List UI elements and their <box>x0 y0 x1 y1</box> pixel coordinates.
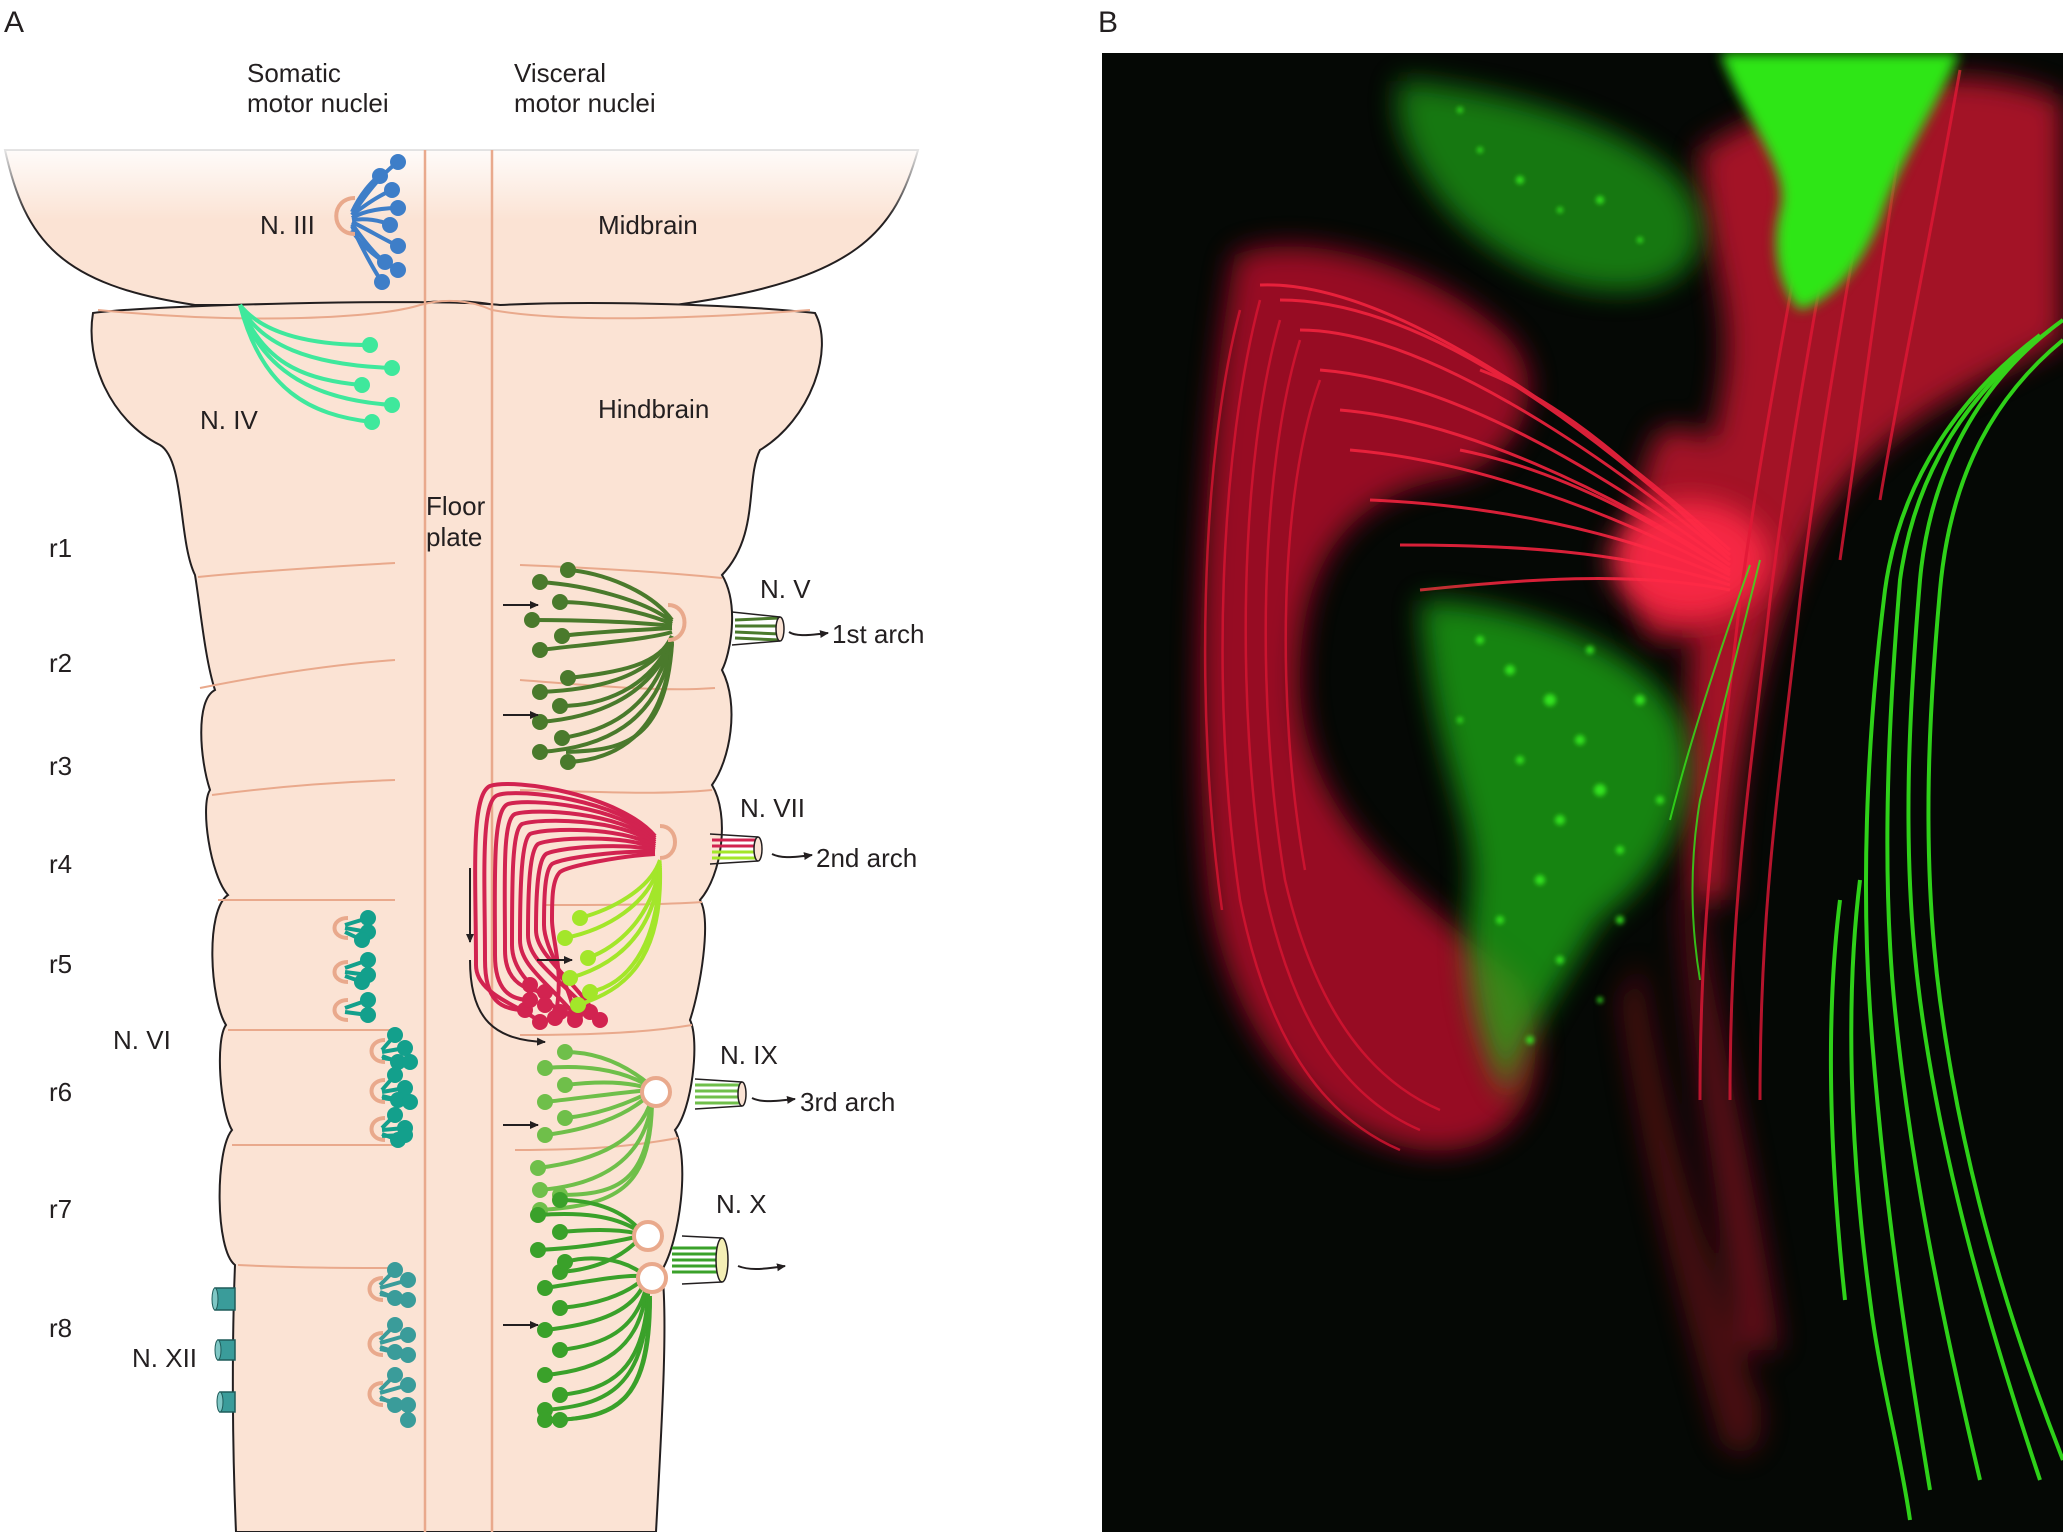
label-n5: N. V <box>760 574 811 604</box>
n12-cell-bodies <box>387 1262 416 1428</box>
n3-cell-bodies <box>372 154 406 290</box>
nucleus-n7 <box>473 782 657 1024</box>
panel-a-letter: A <box>4 6 24 39</box>
label-n10: N. X <box>716 1189 767 1219</box>
target-second-arch: 2nd arch <box>816 843 917 873</box>
label-n4: N. IV <box>200 405 258 435</box>
green-puncta <box>1457 107 1664 1044</box>
header-somatic-line2: motor nuclei <box>247 88 389 118</box>
region-hindbrain: Hindbrain <box>598 394 709 424</box>
n12-roots <box>211 1287 236 1413</box>
n6-cell-bodies <box>354 910 418 1148</box>
rhombomere-r8: r8 <box>49 1313 72 1343</box>
nucleus-n5 <box>531 568 674 764</box>
header-visceral-line1: Visceral <box>514 58 606 88</box>
label-n3: N. III <box>260 210 315 240</box>
panel-b-letter: B <box>1098 6 1118 39</box>
target-first-arch: 1st arch <box>832 619 925 649</box>
n7-light-cell-bodies <box>557 910 598 1013</box>
nucleus-n12 <box>378 1268 409 1407</box>
n7-cell-bodies <box>517 977 608 1030</box>
rhombomere-r6: r6 <box>49 1077 72 1107</box>
rhombomere-r5: r5 <box>49 949 72 979</box>
nucleus-n4 <box>238 303 393 424</box>
label-n12: N. XII <box>132 1343 197 1373</box>
rhombomere-r7: r7 <box>49 1194 72 1224</box>
n7-root <box>712 838 758 860</box>
rhombomere-r4: r4 <box>49 849 72 879</box>
target-third-arch: 3rd arch <box>800 1087 895 1117</box>
rhombomere-r1: r1 <box>49 533 72 563</box>
n10-cell-bodies <box>530 1192 573 1428</box>
header-visceral-line2: motor nuclei <box>514 88 656 118</box>
n4-cell-bodies <box>354 337 400 430</box>
panel-a-diagram: A <box>0 6 930 1532</box>
n5-cell-bodies <box>524 562 576 770</box>
green-nerve <box>1828 318 2063 1521</box>
header-somatic-line1: Somatic <box>247 58 341 88</box>
rhombomere-r2: r2 <box>49 648 72 678</box>
label-n6: N. VI <box>113 1025 171 1055</box>
label-n9: N. IX <box>720 1040 778 1070</box>
migration-arrows <box>466 601 829 1329</box>
rhombomere-boundaries <box>197 562 723 1269</box>
label-n7: N. VII <box>740 793 805 823</box>
floor-plate-label-line2: plate <box>426 522 482 552</box>
n9-root <box>695 1083 742 1105</box>
rhombomere-r3: r3 <box>49 751 72 781</box>
n5-root <box>734 616 781 642</box>
floor-plate-label-line1: Floor <box>426 491 486 521</box>
panel-b-micrograph: B <box>1098 6 2063 1532</box>
hindbrain-outline <box>90 301 823 1532</box>
n10-root <box>672 1246 722 1274</box>
nucleus-n7-light <box>564 859 663 1007</box>
region-midbrain: Midbrain <box>598 210 698 240</box>
